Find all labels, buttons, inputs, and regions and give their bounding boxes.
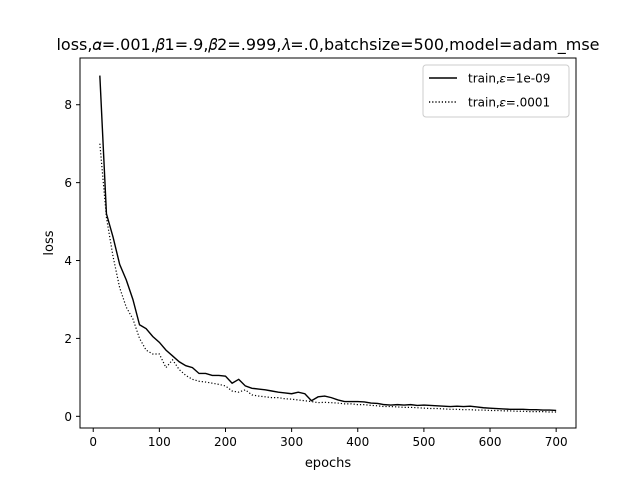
legend-label-1: train,𝜀=1e-09 (468, 72, 550, 86)
x-tick-label: 500 (412, 435, 435, 449)
y-tick-label: 2 (64, 332, 72, 346)
x-tick-label: 700 (545, 435, 568, 449)
x-axis-label: epochs (305, 456, 352, 471)
x-tick-label: 200 (214, 435, 237, 449)
chart-title: loss,𝛼=.001,𝛽1=.9,𝛽2=.999,𝜆=.0,batchsize… (56, 35, 599, 55)
x-tick-label: 400 (346, 435, 369, 449)
x-tick-label: 600 (479, 435, 502, 449)
x-tick-label: 300 (280, 435, 303, 449)
x-tick-label: 100 (148, 435, 171, 449)
y-tick-label: 4 (64, 254, 72, 268)
y-tick-label: 8 (64, 98, 72, 112)
y-tick-label: 0 (64, 410, 72, 424)
y-tick-label: 6 (64, 176, 72, 190)
legend-label-2: train,𝜀=.0001 (468, 96, 550, 110)
legend: train,𝜀=1e-09 train,𝜀=.0001 (423, 65, 569, 117)
x-tick-label: 0 (89, 435, 97, 449)
y-axis-label: loss (42, 230, 57, 255)
